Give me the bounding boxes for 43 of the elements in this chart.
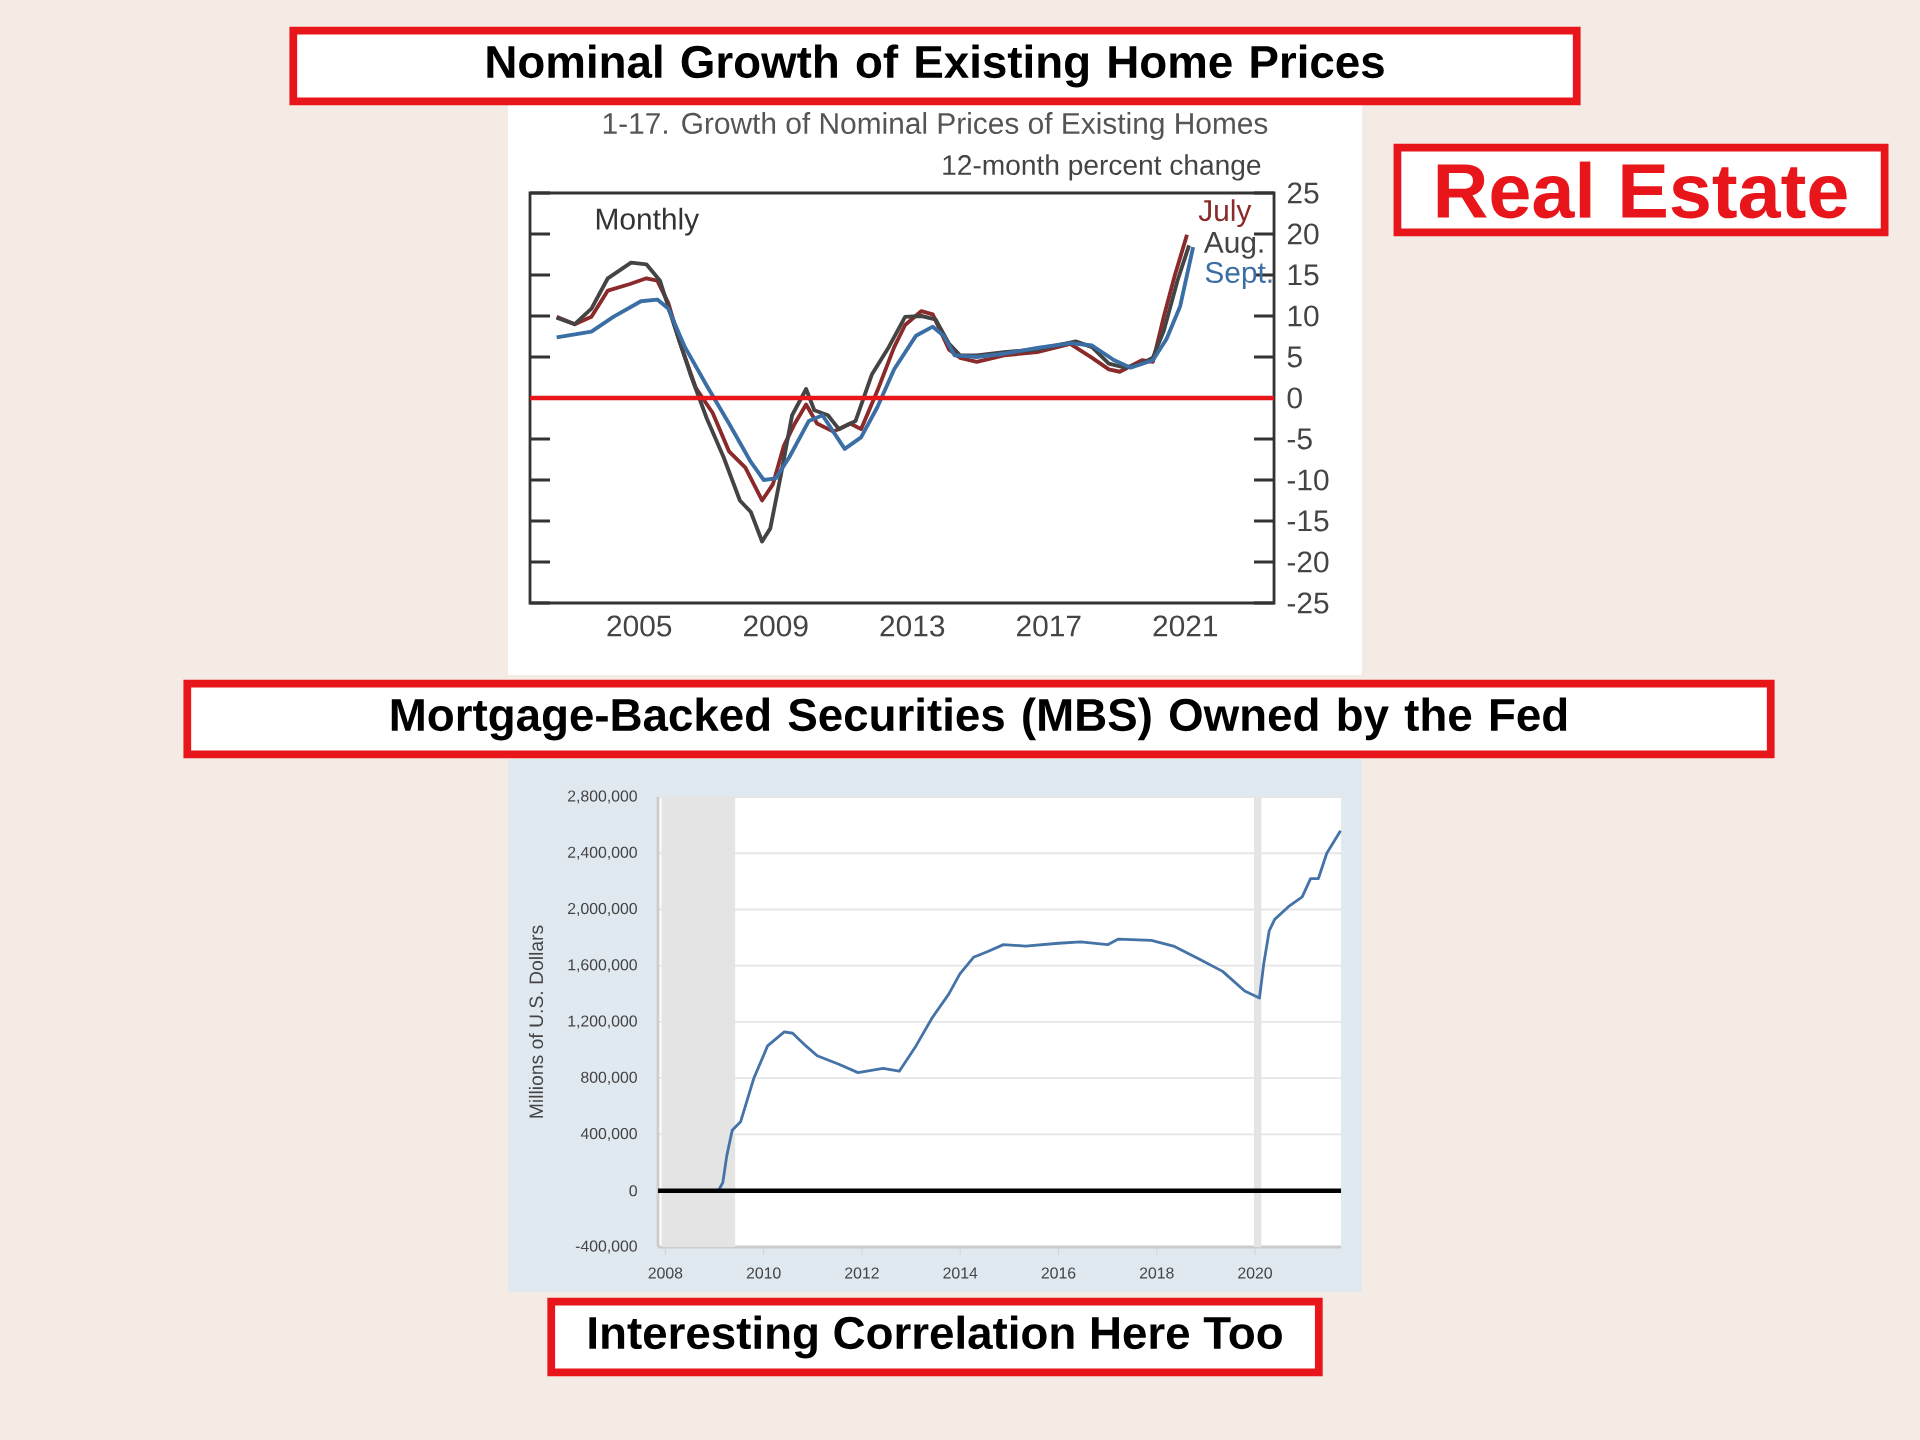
y-tick-label: -15 (1287, 510, 1329, 532)
x-tick-label: 2016 (1041, 1267, 1076, 1279)
y-tick-label: 5 (1287, 346, 1302, 368)
y-tick-label: -5 (1287, 428, 1312, 450)
y-tick-label: 1,600,000 (568, 959, 637, 973)
x-tick-label: 2017 (1017, 615, 1081, 637)
annotation: Sept. (1205, 261, 1272, 289)
y-tick-label: 2,000,000 (568, 902, 637, 917)
x-tick-label: 2018 (1139, 1267, 1174, 1279)
x-tick-label: 2009 (744, 615, 808, 637)
x-tick-label: 2012 (845, 1267, 879, 1279)
y-tick-label: 10 (1288, 305, 1319, 327)
x-tick-label: 2005 (607, 615, 672, 637)
text: Real Estate (1437, 161, 1847, 219)
y-tick-label: 1,200,000 (568, 1015, 637, 1029)
text: Interesting Correlation Here Too (589, 1315, 1282, 1359)
x-tick-label: 2010 (746, 1267, 781, 1279)
x-tick-label: 2020 (1238, 1267, 1272, 1279)
x-tick-label: 2008 (648, 1267, 683, 1279)
y-tick-label: -25 (1287, 592, 1329, 614)
y-tick-label: -400,000 (575, 1240, 637, 1254)
annotation: July (1198, 199, 1252, 228)
y-axis-title: Millions of U.S. Dollars (528, 925, 544, 1118)
y-tick-label: 20 (1287, 223, 1319, 245)
y-tick-label: 400,000 (580, 1127, 637, 1142)
y-tick-label: 0 (1287, 387, 1302, 409)
y-tick-label: -20 (1287, 551, 1329, 573)
chart-title: Mortgage-Backed Securities (MBS) Owned by the Fed (391, 697, 1567, 741)
annotation: Aug. (1203, 232, 1263, 259)
annotation: Monthly (596, 207, 700, 236)
y-axis-title: 12-month percent change (943, 154, 1261, 181)
chart-title: Nominal Growth of Existing Home Prices (487, 44, 1384, 88)
y-tick-label: 800,000 (581, 1071, 637, 1085)
chart-subtitle: 1-17. Growth of Nominal Prices of Existing Homes (603, 112, 1268, 140)
y-tick-label: 2,400,000 (568, 846, 637, 860)
y-tick-label: -10 (1287, 469, 1329, 491)
y-tick-label: 2,800,000 (568, 790, 637, 804)
y-tick-label: 25 (1287, 182, 1319, 204)
y-tick-label: 0 (629, 1185, 637, 1197)
y-tick-label: 15 (1288, 264, 1319, 286)
x-tick-label: 2014 (943, 1267, 978, 1279)
x-tick-label: 2013 (880, 615, 945, 637)
x-tick-label: 2021 (1153, 615, 1218, 637)
